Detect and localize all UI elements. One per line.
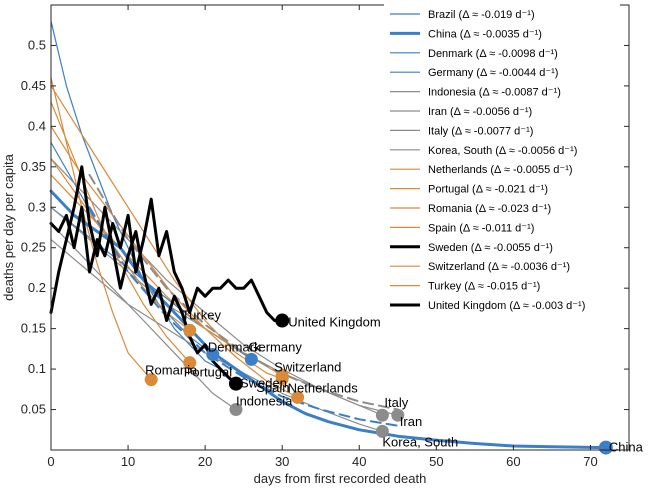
end-label-netherlands: Netherlands [288, 380, 359, 395]
plot-lines [49, 20, 608, 450]
x-tick-label-70: 70 [583, 454, 597, 469]
y-tick-label-0-4: 0.4 [28, 118, 46, 133]
axis-ticks: 0 10 20 30 40 50 60 70 0.05 0.1 0.15 0.2 0.25 0.3 0.35… [21, 5, 629, 469]
end-marker-iran [391, 408, 405, 422]
end-label-romania: Romania [145, 363, 198, 378]
legend-entry-iran: Iran (Δ ≈ -0.0056 d⁻¹) [428, 106, 532, 118]
plot-markers [144, 313, 613, 455]
y-axis-label: deaths per day per capita [1, 153, 16, 300]
end-marker-turkey [183, 323, 197, 337]
end-label-portugal: Portugal [184, 365, 233, 380]
end-marker-united-kingdom [275, 313, 290, 328]
legend: Brazil (Δ ≈ -0.019 d⁻¹) China (Δ ≈ -0.003… [384, 3, 620, 320]
y-tick-label-0-15: 0.15 [21, 321, 46, 336]
y-tick-label-0-25: 0.25 [21, 240, 46, 255]
series-line-indonesia [50, 222, 237, 411]
end-label-indonesia: Indonesia [236, 394, 293, 409]
legend-entry-united-kingdom: United Kingdom (Δ ≈ -0.003 d⁻¹) [428, 300, 585, 312]
y-tick-label-0-5: 0.5 [28, 37, 46, 52]
end-label-iran: Iran [400, 414, 422, 429]
end-marker-romania [144, 373, 158, 387]
series-line-spain [50, 85, 283, 380]
end-label-korea-south: Korea, South [382, 434, 458, 449]
end-label-united-kingdom: United Kingdom [288, 315, 381, 330]
legend-entry-turkey: Turkey (Δ ≈ -0.015 d⁻¹) [428, 281, 540, 293]
legend-entry-spain: Spain (Δ ≈ -0.011 d⁻¹) [428, 222, 534, 234]
series-line-turkey [50, 158, 191, 331]
end-marker-indonesia [229, 403, 243, 417]
end-label-sweden: Sweden [240, 376, 287, 391]
y-tick-label-0-3: 0.3 [28, 199, 46, 214]
x-tick-label-30: 30 [275, 454, 289, 469]
series-line-trend-17 [88, 206, 399, 427]
y-tick-label-0-05: 0.05 [21, 402, 46, 417]
x-tick-label-10: 10 [121, 454, 135, 469]
series-line-italy [50, 158, 383, 416]
end-marker-italy [375, 408, 389, 422]
x-tick-label-0: 0 [47, 454, 54, 469]
legend-entry-sweden: Sweden (Δ ≈ -0.0055 d⁻¹) [428, 242, 553, 254]
end-label-turkey: Turkey [182, 307, 222, 322]
end-marker-korea-south [375, 424, 389, 438]
series-line-united-kingdom [49, 197, 284, 322]
x-tick-label-40: 40 [352, 454, 366, 469]
legend-entry-korea-south: Korea, South (Δ ≈ -0.0056 d⁻¹) [428, 145, 577, 157]
series-line-portugal [50, 101, 191, 364]
legend-entry-china: China (Δ ≈ -0.0035 d⁻¹) [428, 28, 542, 40]
legend-entry-portugal: Portugal (Δ ≈ -0.021 d⁻¹) [428, 184, 548, 196]
x-tick-label-50: 50 [429, 454, 443, 469]
series-line-china [49, 189, 608, 450]
axes-box [50, 4, 630, 451]
end-label-germany: Germany [248, 339, 302, 354]
end-marker-denmark [206, 348, 220, 362]
x-tick-label-20: 20 [198, 454, 212, 469]
legend-entry-netherlands: Netherlands (Δ ≈ -0.0055 d⁻¹) [428, 164, 573, 176]
legend-entry-denmark: Denmark (Δ ≈ -0.0098 d⁻¹) [428, 48, 558, 60]
end-marker-sweden [228, 376, 243, 391]
legend-background [384, 3, 620, 320]
x-axis-label: days from first recorded death [254, 471, 427, 486]
end-marker-germany [244, 352, 258, 366]
series-line-sweden [49, 165, 238, 386]
end-label-switzerland: Switzerland [274, 360, 341, 375]
end-label-china: China [609, 440, 644, 455]
end-label-spain: Spain [256, 380, 289, 395]
legend-entry-germany: Germany (Δ ≈ -0.0044 d⁻¹) [428, 67, 558, 79]
x-tick-label-60: 60 [506, 454, 520, 469]
legend-entry-switzerland: Switzerland (Δ ≈ -0.0036 d⁻¹) [428, 261, 570, 273]
end-marker-netherlands [291, 390, 305, 404]
y-tick-label-0-1: 0.1 [28, 361, 46, 376]
series-line-romania [50, 77, 152, 381]
legend-entry-italy: Italy (Δ ≈ -0.0077 d⁻¹) [428, 125, 533, 137]
y-tick-label-0-45: 0.45 [21, 78, 46, 93]
end-label-denmark: Denmark [208, 340, 261, 355]
end-marker-switzerland [275, 369, 289, 383]
end-label-italy: Italy [384, 395, 408, 410]
y-tick-label-0-2: 0.2 [28, 280, 46, 295]
y-tick-label-0-35: 0.35 [21, 159, 46, 174]
legend-entry-romania: Romania (Δ ≈ -0.023 d⁻¹) [428, 203, 551, 215]
end-marker-portugal [183, 356, 197, 370]
legend-entry-brazil: Brazil (Δ ≈ -0.019 d⁻¹) [428, 9, 535, 21]
end-marker-china [598, 440, 613, 455]
legend-entry-indonesia: Indonesia (Δ ≈ -0.0087 d⁻¹) [428, 87, 561, 99]
series-line-korea-south [50, 239, 383, 432]
